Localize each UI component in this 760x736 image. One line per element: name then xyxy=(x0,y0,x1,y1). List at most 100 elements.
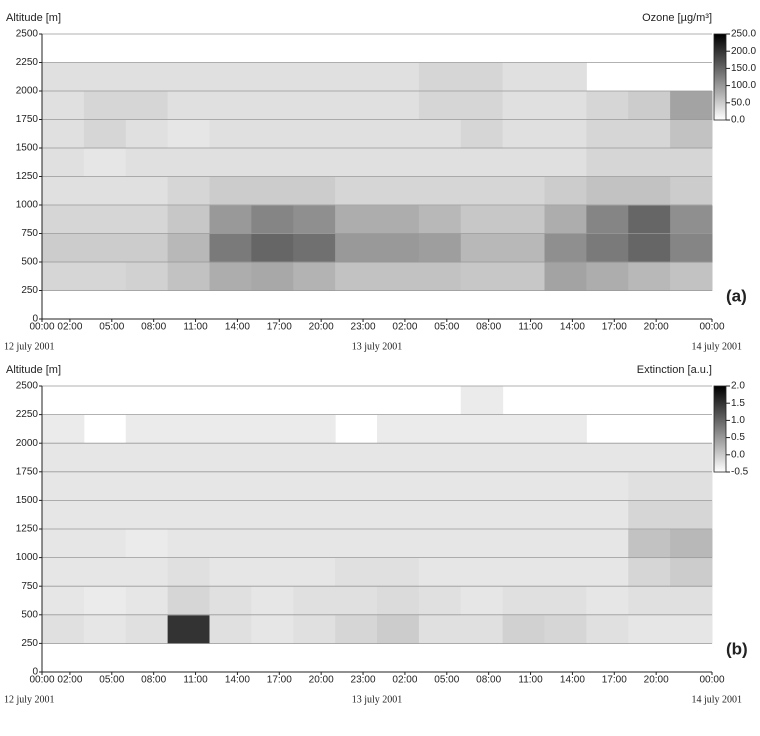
y-tick-label: 1750 xyxy=(16,114,39,125)
heatmap-cell xyxy=(460,91,504,120)
colorbar xyxy=(713,33,727,121)
date-label: 14 july 2001 xyxy=(691,341,742,352)
heatmap-cell xyxy=(544,262,587,291)
heatmap-cell xyxy=(251,443,294,473)
heatmap-cell xyxy=(42,529,85,559)
heatmap-cell xyxy=(502,91,545,120)
colorbar-tick-label: 0.5 xyxy=(731,432,745,443)
heatmap-cell xyxy=(544,233,587,263)
heatmap-cell xyxy=(251,148,294,177)
heatmap-cell xyxy=(125,614,169,644)
x-tick-label: 14:00 xyxy=(225,322,250,333)
heatmap-cell xyxy=(125,586,169,616)
heatmap-cell xyxy=(670,205,713,234)
heatmap-cell xyxy=(335,62,378,92)
heatmap-cell xyxy=(125,205,169,234)
x-tick-label: 00:00 xyxy=(29,322,54,333)
heatmap-cell xyxy=(251,119,294,149)
y-tick-label: 1250 xyxy=(16,171,39,182)
heatmap-cell xyxy=(167,119,210,149)
heatmap-cell xyxy=(335,119,378,149)
heatmap-cell xyxy=(418,176,462,206)
heatmap-cell xyxy=(293,119,336,149)
heatmap-cell xyxy=(335,500,378,530)
x-tick-label: 08:00 xyxy=(476,322,501,333)
colorbar-tick-label: 200.0 xyxy=(731,46,756,57)
heatmap-cell xyxy=(377,557,420,587)
date-label: 12 july 2001 xyxy=(4,341,55,352)
y-tick-label: 1000 xyxy=(16,200,39,211)
heatmap-cell xyxy=(628,586,671,616)
x-tick-label: 05:00 xyxy=(434,322,459,333)
heatmap-cell xyxy=(670,148,713,177)
heatmap-cell xyxy=(670,119,713,149)
heatmap-cell xyxy=(502,586,545,616)
x-tick-label: 20:00 xyxy=(309,675,334,686)
heatmap-cell xyxy=(42,62,85,92)
heatmap-cell xyxy=(628,205,671,234)
heatmap-cell xyxy=(125,500,169,530)
heatmap-cell xyxy=(209,262,252,291)
heatmap-cell xyxy=(544,176,587,206)
heatmap-cell xyxy=(293,62,336,92)
heatmap-cell xyxy=(167,148,210,177)
y-tick-label: 250 xyxy=(21,285,38,296)
heatmap-cell xyxy=(502,529,545,559)
heatmap-cell xyxy=(586,91,629,120)
date-label: 14 july 2001 xyxy=(691,694,742,705)
x-tick-label: 14:00 xyxy=(225,675,250,686)
heatmap-cell xyxy=(670,262,713,291)
heatmap-cell xyxy=(544,557,587,587)
heatmap-cell xyxy=(628,148,671,177)
heatmap-cell xyxy=(460,205,504,234)
heatmap-cell xyxy=(544,62,587,92)
heatmap-cell xyxy=(209,148,252,177)
heatmap-cell xyxy=(293,586,336,616)
heatmap-cell xyxy=(418,233,462,263)
y-tick-label: 1500 xyxy=(16,495,39,506)
heatmap-cell xyxy=(83,176,127,206)
x-tick-label: 00:00 xyxy=(29,675,54,686)
heatmap-cell xyxy=(209,557,252,587)
heatmap-cell xyxy=(502,119,545,149)
panel-label: (b) xyxy=(726,639,748,658)
x-tick-label: 02:00 xyxy=(392,675,417,686)
heatmap-cell xyxy=(167,586,210,616)
heatmap-cell xyxy=(83,233,127,263)
y-tick-label: 500 xyxy=(21,257,38,268)
colorbar xyxy=(713,385,727,473)
heatmap-cell xyxy=(586,443,629,473)
x-tick-label: 08:00 xyxy=(476,675,501,686)
heatmap-cell xyxy=(377,91,420,120)
heatmap-cell xyxy=(418,471,462,501)
y-tick-label: 2250 xyxy=(16,57,39,68)
heatmap-cell xyxy=(628,614,671,644)
heatmap-cell xyxy=(502,62,545,92)
colorbar-tick-label: 150.0 xyxy=(731,63,756,74)
heatmap-cell xyxy=(670,586,713,616)
heatmap-cell xyxy=(586,205,629,234)
heatmap-cell xyxy=(670,500,713,530)
heatmap-cell xyxy=(544,205,587,234)
heatmap-cell xyxy=(209,91,252,120)
x-tick-label: 11:00 xyxy=(183,322,208,333)
heatmap-cell xyxy=(460,414,504,444)
heatmap-cell xyxy=(544,414,587,444)
heatmap-cell xyxy=(83,529,127,559)
heatmap-cell xyxy=(670,443,713,473)
heatmap-cell xyxy=(83,205,127,234)
heatmap-cell xyxy=(586,529,629,559)
heatmap-cell xyxy=(586,586,629,616)
heatmap-cell xyxy=(42,176,85,206)
heatmap-cell xyxy=(293,500,336,530)
heatmap-cell xyxy=(251,500,294,530)
heatmap-cell xyxy=(670,233,713,263)
heatmap-cell xyxy=(628,233,671,263)
y-tick-label: 2500 xyxy=(16,29,39,40)
heatmap-cell xyxy=(628,471,671,501)
heatmap-cell xyxy=(293,176,336,206)
heatmap-cell xyxy=(460,386,504,416)
heatmap-cell xyxy=(628,262,671,291)
heatmap-cell xyxy=(335,471,378,501)
x-tick-label: 02:00 xyxy=(392,322,417,333)
